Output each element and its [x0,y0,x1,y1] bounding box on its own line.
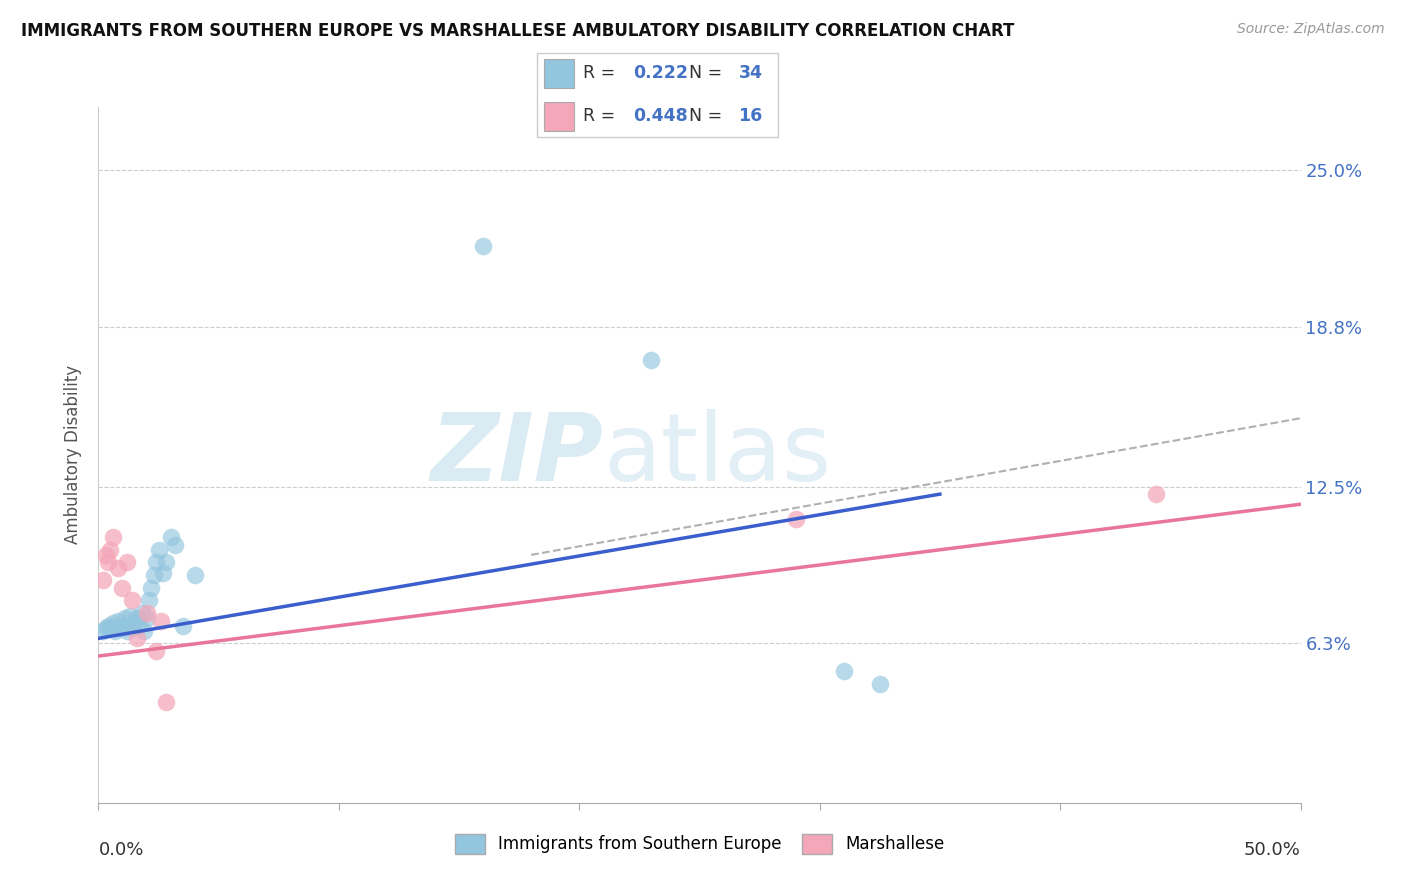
Text: IMMIGRANTS FROM SOUTHERN EUROPE VS MARSHALLESE AMBULATORY DISABILITY CORRELATION: IMMIGRANTS FROM SOUTHERN EUROPE VS MARSH… [21,22,1015,40]
Y-axis label: Ambulatory Disability: Ambulatory Disability [65,366,83,544]
Text: 50.0%: 50.0% [1244,841,1301,859]
Point [640,353,662,368]
Text: Source: ZipAtlas.com: Source: ZipAtlas.com [1237,22,1385,37]
Point [124,616,146,631]
Bar [544,59,574,88]
Point [145,556,167,570]
Bar [544,102,574,131]
Point [117,556,139,570]
Point [111,581,134,595]
Point [832,665,855,679]
Point [785,512,807,526]
Point [152,566,174,580]
Point [117,624,139,638]
Point [155,695,177,709]
Point [91,573,114,587]
Text: R =: R = [583,64,621,82]
Point [165,538,187,552]
Point [138,593,160,607]
Text: ZIP: ZIP [430,409,603,501]
Point [141,581,163,595]
Point [104,624,127,638]
Point [148,542,170,557]
Point [149,614,172,628]
Text: 0.0%: 0.0% [98,841,143,859]
Point [131,606,153,620]
Text: 34: 34 [738,64,762,82]
Point [100,542,122,557]
Text: 0.448: 0.448 [633,107,688,125]
Text: R =: R = [583,107,621,125]
FancyBboxPatch shape [537,53,778,136]
Point [97,556,120,570]
Point [101,616,124,631]
Point [1144,487,1167,501]
Point [869,677,891,691]
Point [135,606,157,620]
Text: 0.222: 0.222 [633,64,688,82]
Point [118,608,141,623]
Point [132,624,155,638]
Point [183,568,205,582]
Point [114,611,136,625]
Text: N =: N = [689,64,728,82]
Text: atlas: atlas [603,409,831,501]
Point [121,621,143,635]
Point [107,560,129,574]
Point [125,632,148,646]
Point [111,621,134,635]
Point [155,556,177,570]
Point [108,618,131,632]
Point [91,624,114,638]
Point [128,618,150,632]
Point [472,239,495,253]
Point [145,644,167,658]
Point [121,593,143,607]
Point [94,621,117,635]
Point [172,618,194,632]
Point [142,568,165,582]
Point [101,530,124,544]
Point [107,614,129,628]
Point [100,621,122,635]
Point [94,548,117,562]
Point [125,611,148,625]
Point [159,530,181,544]
Legend: Immigrants from Southern Europe, Marshallese: Immigrants from Southern Europe, Marshal… [449,827,950,861]
Text: N =: N = [689,107,728,125]
Text: 16: 16 [738,107,762,125]
Point [97,618,120,632]
Point [135,611,157,625]
